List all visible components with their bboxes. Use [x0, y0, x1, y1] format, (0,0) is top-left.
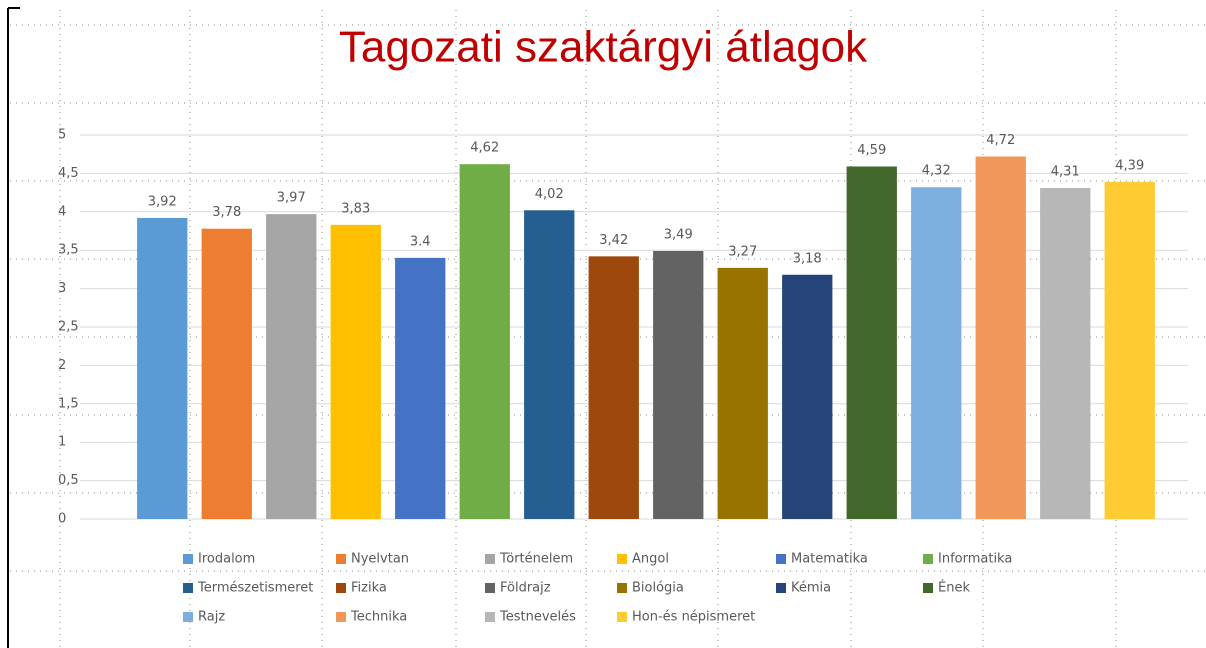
bar	[266, 214, 317, 519]
legend-swatch	[617, 554, 627, 564]
bar	[201, 228, 252, 520]
chart-title: Tagozati szaktárgyi átlagok	[339, 23, 868, 72]
data-label: 4,31	[1051, 164, 1080, 179]
data-label: 4,62	[470, 141, 499, 156]
legend-label: Történelem	[499, 552, 573, 567]
legend-label: Nyelvtan	[351, 552, 409, 567]
legend-label: Matematika	[791, 552, 868, 567]
legend-label: Hon-és népismeret	[632, 610, 755, 625]
data-label: 4,72	[986, 133, 1015, 148]
data-label: 3,27	[728, 244, 757, 259]
legend-swatch	[923, 583, 933, 593]
legend-label: Ének	[938, 580, 970, 596]
legend-label: Angol	[632, 552, 669, 567]
bar	[975, 156, 1026, 519]
y-tick-label: 2	[58, 358, 66, 373]
bar	[717, 267, 768, 519]
legend-label: Természetismeret	[197, 581, 313, 596]
data-label: 3,92	[148, 194, 177, 209]
legend-swatch	[183, 612, 193, 622]
legend-swatch	[336, 583, 346, 593]
legend-label: Földrajz	[500, 581, 551, 596]
data-label: 3,42	[599, 233, 628, 248]
legend-swatch	[183, 554, 193, 564]
bar	[653, 250, 704, 519]
legend-swatch	[183, 583, 193, 593]
data-label: 3,83	[341, 201, 370, 216]
y-tick-label: 0,5	[58, 473, 79, 488]
legend-swatch	[617, 583, 627, 593]
y-tick-label: 3,5	[58, 243, 79, 258]
data-label: 3,78	[212, 205, 241, 220]
y-tick-label: 0	[58, 512, 66, 527]
y-tick-label: 1	[58, 435, 66, 450]
data-label: 4,32	[922, 164, 951, 179]
legend-swatch	[485, 554, 495, 564]
y-tick-label: 2,5	[58, 320, 79, 335]
legend-swatch	[485, 583, 495, 593]
data-label: 3.4	[410, 234, 431, 249]
legend-label: Rajz	[198, 610, 225, 625]
data-label: 4,59	[857, 143, 886, 158]
legend-label: Fizika	[351, 581, 387, 596]
data-label: 4,39	[1115, 158, 1144, 173]
bar	[588, 256, 639, 519]
legend-swatch	[336, 554, 346, 564]
bar	[911, 187, 962, 519]
bar	[1040, 187, 1091, 519]
legend-swatch	[336, 612, 346, 622]
y-tick-label: 5	[58, 128, 66, 143]
y-tick-label: 4	[58, 204, 66, 219]
legend-label: Kémia	[791, 581, 831, 596]
y-tick-label: 4,5	[58, 166, 79, 181]
bar	[459, 164, 510, 519]
bar	[330, 224, 381, 519]
data-label: 3,49	[664, 227, 693, 242]
y-tick-label: 1,5	[58, 396, 79, 411]
legend-label: Technika	[350, 610, 407, 625]
bar	[524, 210, 575, 519]
data-label: 3,97	[277, 191, 306, 206]
legend-swatch	[776, 554, 786, 564]
legend-swatch	[485, 612, 495, 622]
data-label: 3,18	[793, 251, 822, 266]
bar	[1104, 181, 1155, 519]
legend-label: Irodalom	[198, 552, 255, 567]
legend-swatch	[923, 554, 933, 564]
bar	[782, 274, 833, 519]
y-tick-label: 3	[58, 281, 66, 296]
legend-swatch	[776, 583, 786, 593]
bar	[395, 257, 446, 519]
data-label: 4,02	[535, 187, 564, 202]
legend-label: Testnevelés	[499, 610, 576, 625]
bar	[846, 166, 897, 519]
legend-label: Informatika	[938, 552, 1012, 567]
bar	[137, 217, 188, 519]
legend-swatch	[617, 612, 627, 622]
legend-label: Biológia	[632, 581, 684, 596]
